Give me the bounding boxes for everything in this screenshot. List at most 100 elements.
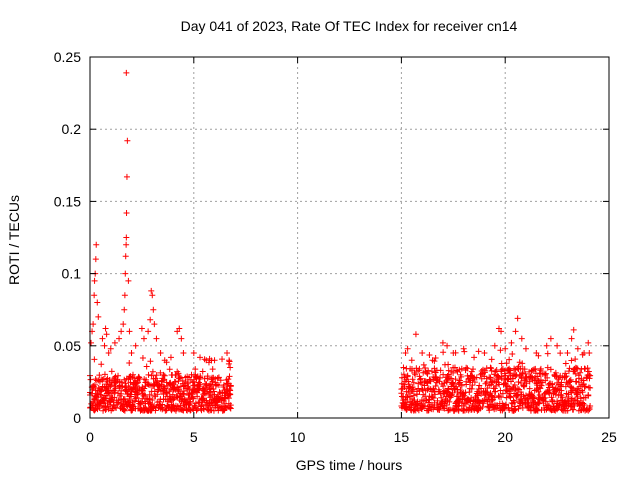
data-point (111, 389, 118, 396)
data-point (101, 342, 108, 349)
data-point (408, 357, 415, 364)
data-point (491, 394, 498, 401)
data-point (145, 371, 152, 378)
data-point (544, 350, 551, 357)
data-point (458, 365, 465, 372)
data-point (487, 374, 494, 381)
data-point (504, 376, 511, 383)
data-point (147, 358, 154, 365)
data-point (180, 350, 187, 357)
data-point (116, 335, 123, 342)
data-point (150, 306, 157, 313)
data-point (449, 390, 456, 397)
data-point (572, 370, 579, 377)
data-point (219, 403, 226, 410)
data-point (122, 387, 129, 394)
data-point (410, 379, 417, 386)
data-point (139, 355, 146, 362)
data-point (512, 373, 519, 380)
data-point (176, 386, 183, 393)
data-point (123, 69, 130, 76)
data-point (191, 378, 198, 385)
data-point (535, 388, 542, 395)
data-point (129, 402, 136, 409)
x-tick-label: 0 (86, 429, 94, 445)
axis-ticks (89, 56, 610, 419)
data-point (94, 391, 101, 398)
data-point (564, 350, 571, 357)
data-point (92, 256, 99, 263)
data-point (471, 379, 478, 386)
data-point (457, 387, 464, 394)
data-point (512, 328, 519, 335)
data-point (461, 348, 468, 355)
data-point (562, 370, 569, 377)
data-point (567, 376, 574, 383)
data-point (581, 350, 588, 357)
data-point (566, 377, 573, 384)
data-point (122, 380, 129, 387)
data-point (220, 382, 227, 389)
data-point (197, 373, 204, 380)
data-point (577, 395, 584, 402)
data-point (440, 383, 447, 390)
data-point (145, 328, 152, 335)
data-point (92, 376, 99, 383)
x-tick-label: 5 (190, 429, 198, 445)
data-point (103, 331, 110, 338)
data-point (227, 364, 234, 371)
data-point (531, 366, 538, 373)
data-point (133, 394, 140, 401)
data-point (211, 391, 218, 398)
data-point (486, 407, 493, 414)
data-point (427, 378, 434, 385)
data-point (146, 395, 153, 402)
data-point (450, 369, 457, 376)
data-point (586, 350, 593, 357)
data-point (143, 376, 150, 383)
data-point (499, 390, 506, 397)
data-point (123, 173, 130, 180)
data-point (494, 374, 501, 381)
data-point (121, 395, 128, 402)
data-point (517, 389, 524, 396)
data-point (445, 385, 452, 392)
data-point (189, 394, 196, 401)
data-point (503, 387, 510, 394)
data-point (568, 335, 575, 342)
data-point (138, 399, 145, 406)
data-point (432, 391, 439, 398)
data-point (534, 373, 541, 380)
data-point (542, 398, 549, 405)
data-point (161, 372, 168, 379)
data-point (498, 373, 505, 380)
data-point (199, 368, 206, 375)
data-point (518, 335, 525, 342)
data-point (514, 385, 521, 392)
data-point (585, 339, 592, 346)
data-point (171, 385, 178, 392)
data-point (432, 355, 439, 362)
data-point (473, 374, 480, 381)
data-point (575, 379, 582, 386)
data-point (585, 368, 592, 375)
data-point (227, 402, 234, 409)
data-point (445, 386, 452, 393)
data-point (439, 339, 446, 346)
data-point (209, 366, 216, 373)
data-point (584, 365, 591, 372)
data-point (469, 382, 476, 389)
y-tick-label: 0 (73, 410, 81, 426)
data-point (488, 367, 495, 374)
data-point (567, 383, 574, 390)
data-point (507, 367, 514, 374)
data-point (134, 379, 141, 386)
data-point (404, 373, 411, 380)
data-point (131, 397, 138, 404)
data-point (488, 392, 495, 399)
data-point (498, 328, 505, 335)
data-point (422, 365, 429, 372)
data-point (460, 345, 467, 352)
data-point (115, 372, 122, 379)
data-point (481, 350, 488, 357)
